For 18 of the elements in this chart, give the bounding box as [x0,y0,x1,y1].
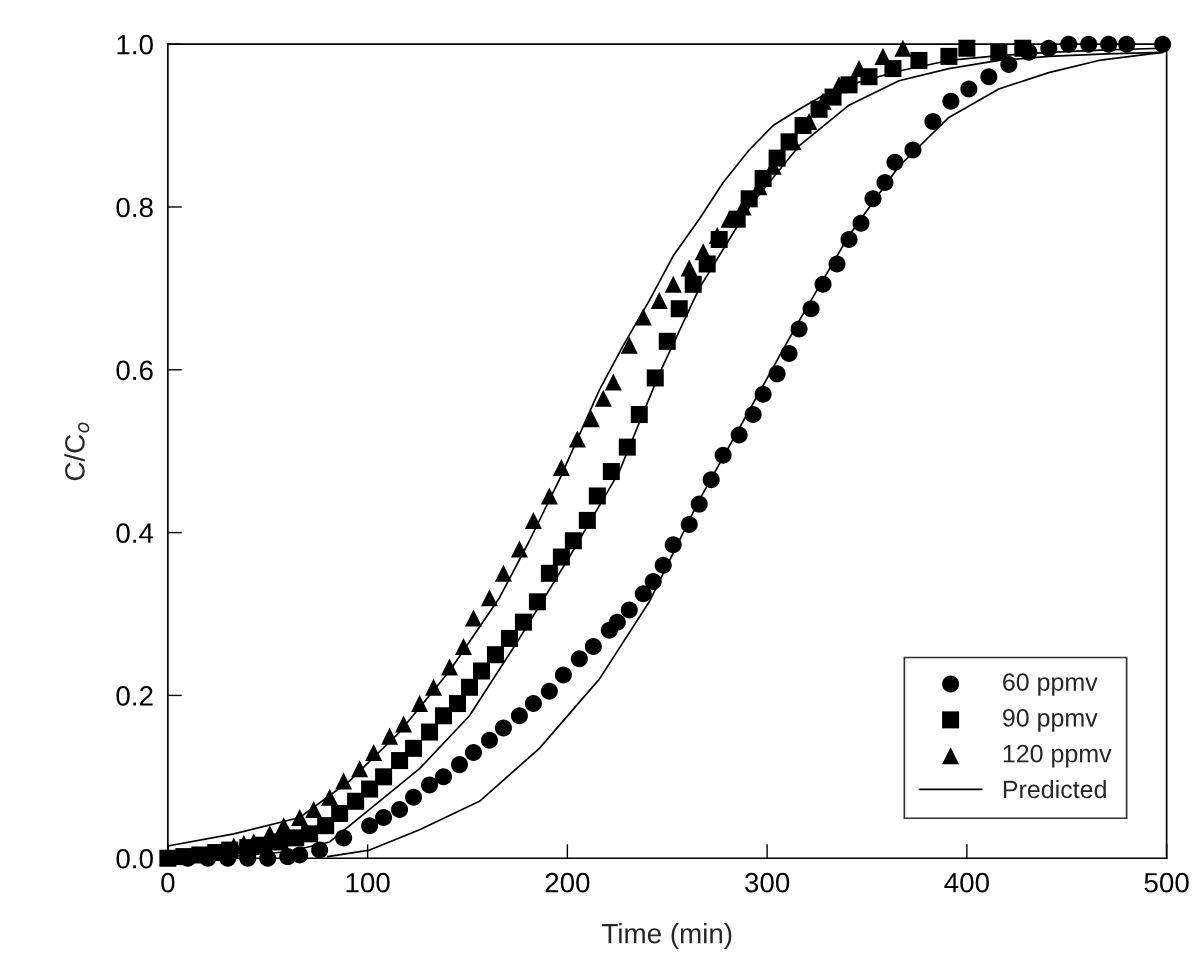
y-tick-label: 0.0 [116,848,153,869]
legend-label: 90 ppmv [1003,708,1098,732]
legend-label: Predicted [1003,779,1106,799]
x-tick-label: 400 [944,872,989,893]
y-tick-label: 1.0 [117,34,153,55]
legend-label: 120 ppmv [1003,744,1112,768]
y-tick-label: 0.4 [116,523,154,543]
x-tick-label: 100 [346,872,390,893]
y-tick-label: 0.2 [116,686,153,706]
y-axis-title: C/C$_{o}$ [64,422,90,481]
x-axis-title: Time (min) [602,923,732,949]
x-tick-label: 200 [545,872,590,893]
legend-label: 60 ppmv [1003,673,1098,696]
y-tick-label: 0.6 [116,360,153,381]
x-tick-label: 500 [1144,872,1189,893]
x-tick-label: 0 [161,872,175,893]
y-tick-label: 0.8 [116,197,153,218]
x-tick-label: 300 [745,872,790,893]
